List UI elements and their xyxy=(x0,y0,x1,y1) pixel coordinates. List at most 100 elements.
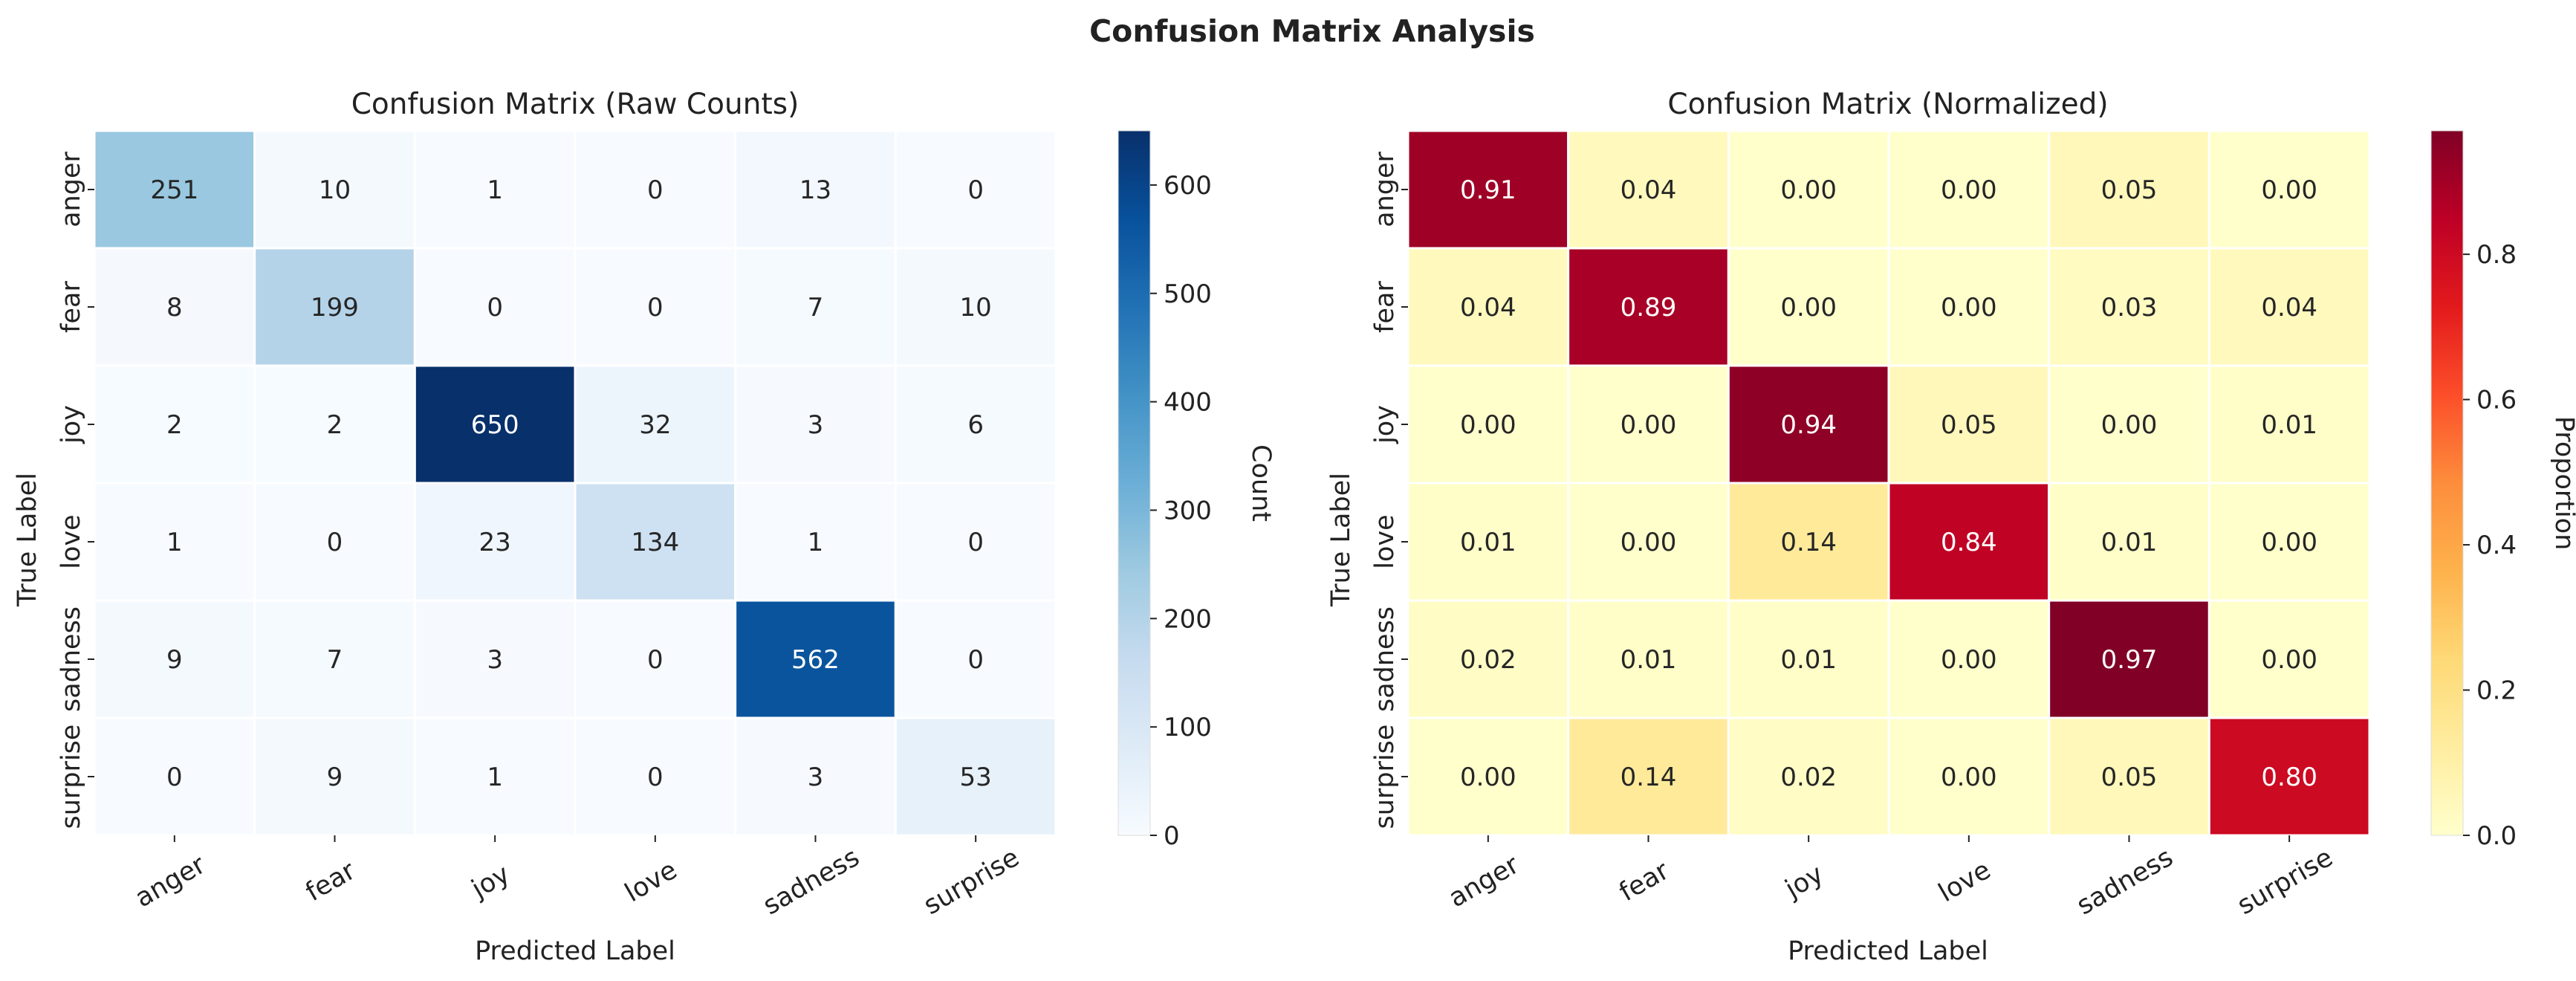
cell-value-label: 7 xyxy=(808,293,824,323)
cell-value-label: 0 xyxy=(166,763,183,792)
colorbar-tick-label: 0.0 xyxy=(2476,821,2517,851)
chart-title: Confusion Matrix (Raw Counts) xyxy=(351,88,799,121)
heatmap-cell xyxy=(93,716,256,837)
cell-value-label: 3 xyxy=(808,763,824,792)
heatmap-cell xyxy=(1407,129,1570,250)
cell-value-label: 0.02 xyxy=(1460,645,1516,675)
colorbar-tick-label: 200 xyxy=(1164,604,1212,634)
cell-value-label: 13 xyxy=(799,175,831,205)
y-tick-label: anger xyxy=(1370,152,1400,227)
figure-title: Confusion Matrix Analysis xyxy=(1089,13,1535,49)
heatmap-cell xyxy=(93,482,256,602)
y-tick-label: joy xyxy=(56,405,86,444)
heatmap-cell xyxy=(2207,482,2371,602)
heatmap-cell xyxy=(253,129,416,250)
cell-value-label: 53 xyxy=(960,763,992,792)
cell-value-label: 0.14 xyxy=(1620,763,1677,792)
heatmap-cell xyxy=(2207,129,2371,250)
heatmap-cell xyxy=(894,716,1057,837)
cell-value-label: 9 xyxy=(327,763,343,792)
cell-value-label: 0.05 xyxy=(1941,410,1997,440)
y-tick-label: anger xyxy=(56,152,86,227)
x-tick-labels: anger fear joy love sadness surprise xyxy=(1444,835,2338,921)
heatmap-cell xyxy=(734,482,897,602)
x-tick-label: fear xyxy=(1615,855,1675,907)
heatmap-cell xyxy=(2048,482,2210,602)
cell-value-label: 0 xyxy=(647,175,664,205)
y-axis-label: True Label xyxy=(1326,473,1356,607)
cell-value-label: 3 xyxy=(808,410,824,440)
cell-value-label: 0.00 xyxy=(2101,410,2158,440)
heatmap-panel-normalized: Confusion Matrix (Normalized) Predicted … xyxy=(1326,88,2576,966)
heatmap-cell xyxy=(894,247,1057,367)
heatmap-cells: 0.91 0.04 0.00 0.00 0.05 0.00 0.04 0.89 0.00 0.00… xyxy=(1407,129,2371,837)
cell-value-label: 0.00 xyxy=(1780,175,1837,205)
cell-value-label: 0.91 xyxy=(1460,175,1516,205)
cell-value-label: 650 xyxy=(471,410,519,440)
colorbar-tick-label: 100 xyxy=(1164,713,1212,742)
heatmap-cell xyxy=(894,482,1057,602)
cell-value-label: 0.01 xyxy=(1780,645,1837,675)
cell-value-label: 0.01 xyxy=(1620,645,1677,675)
cell-value-label: 0 xyxy=(327,528,343,557)
heatmap-cell xyxy=(1887,364,2051,485)
y-tick-label: joy xyxy=(1370,405,1400,444)
x-tick-label: surprise xyxy=(2233,843,2338,921)
colorbar-scale xyxy=(1117,130,1151,836)
cell-value-label: 0.04 xyxy=(1460,293,1516,323)
cell-value-label: 0 xyxy=(967,645,984,675)
cell-value-label: 0.84 xyxy=(1941,528,1997,557)
heatmap-panel-raw: Confusion Matrix (Raw Counts) Predicted … xyxy=(13,88,1276,966)
y-tick-labels: anger fear joy love sadness surprise xyxy=(1370,152,1408,829)
y-tick-label: love xyxy=(56,514,86,569)
colorbar-tick-label: 400 xyxy=(1164,388,1212,418)
cell-value-label: 0.00 xyxy=(1941,763,1997,792)
colorbar-tick-label: 500 xyxy=(1164,279,1212,309)
x-tick-label: surprise xyxy=(919,843,1025,921)
heatmap-cell xyxy=(574,482,737,602)
cell-value-label: 0.00 xyxy=(1620,528,1677,557)
heatmap-cell xyxy=(2048,247,2210,367)
cell-value-label: 8 xyxy=(166,293,183,323)
cell-value-label: 0.00 xyxy=(1941,293,1997,323)
cell-value-label: 0.04 xyxy=(2261,293,2317,323)
cell-value-label: 0 xyxy=(967,175,984,205)
cell-value-label: 1 xyxy=(808,528,824,557)
colorbar-tick-label: 300 xyxy=(1164,496,1212,525)
heatmap-cell xyxy=(734,364,897,485)
cell-value-label: 3 xyxy=(487,645,503,675)
cell-value-label: 10 xyxy=(319,175,351,205)
colorbar: 0.0 0.2 0.4 0.6 0.8 Proportion xyxy=(2430,130,2576,851)
cell-value-label: 0 xyxy=(647,763,664,792)
heatmap-cell xyxy=(1567,364,1730,485)
x-axis-label: Predicted Label xyxy=(1788,936,1988,966)
cell-value-label: 0.00 xyxy=(1620,410,1677,440)
cell-value-label: 9 xyxy=(166,645,183,675)
heatmap-cell xyxy=(413,599,577,719)
cell-value-label: 0 xyxy=(647,645,664,675)
cell-value-label: 0.00 xyxy=(2261,175,2317,205)
y-tick-labels: anger fear joy love sadness surprise xyxy=(56,152,94,829)
cell-value-label: 0.00 xyxy=(1780,293,1837,323)
cell-value-label: 0.00 xyxy=(1460,763,1516,792)
y-tick-label: sadness xyxy=(56,606,86,712)
cell-value-label: 1 xyxy=(487,763,503,792)
cell-value-label: 0 xyxy=(647,293,664,323)
cell-value-label: 0.04 xyxy=(1620,175,1677,205)
y-tick-label: fear xyxy=(1370,281,1400,333)
cell-value-label: 0.01 xyxy=(2101,528,2158,557)
heatmap-cell xyxy=(2207,364,2371,485)
y-axis-label: True Label xyxy=(13,473,42,607)
heatmap-cells: 251 10 1 0 13 08 199 0 0 7 102 2 650 32 3 61 0 23 134 1 09 7 3… xyxy=(93,129,1057,837)
cell-value-label: 0.14 xyxy=(1780,528,1837,557)
x-tick-label: sadness xyxy=(758,843,864,922)
colorbar-tick-label: 0.2 xyxy=(2476,676,2517,706)
heatmap-cell xyxy=(253,247,416,367)
colorbar-tick-label: 0.8 xyxy=(2476,240,2517,270)
heatmap-cell xyxy=(413,129,577,250)
colorbar: 0 100 200 300 400 500 600 Count xyxy=(1117,130,1276,851)
colorbar-label: Proportion xyxy=(2549,416,2576,551)
cell-value-label: 0.97 xyxy=(2101,645,2158,675)
heatmap-cell xyxy=(253,364,416,485)
